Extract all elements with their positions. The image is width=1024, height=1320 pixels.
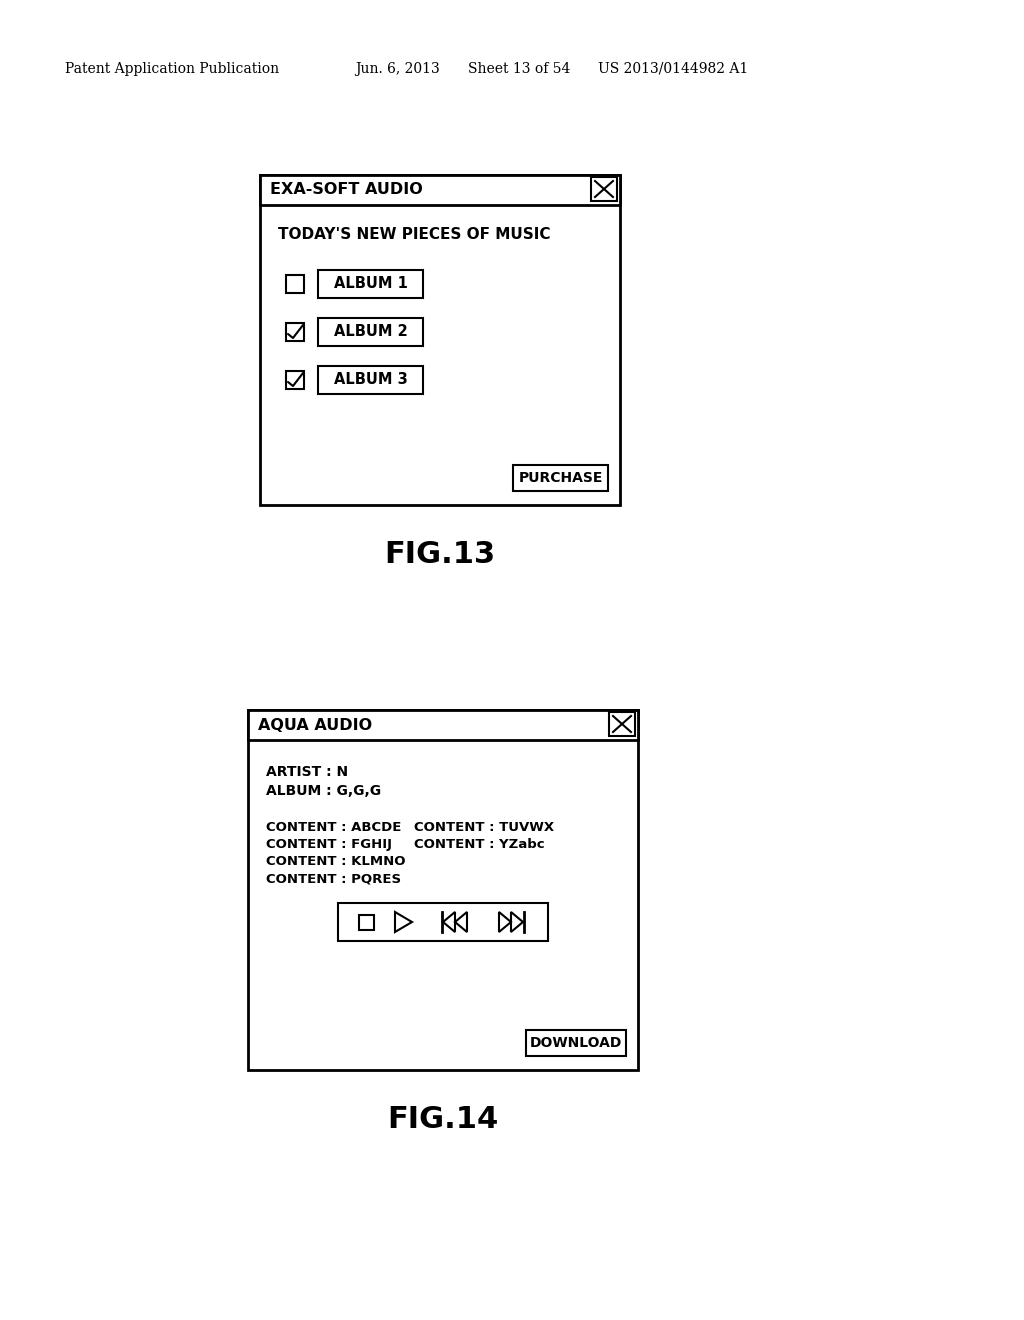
Text: PURCHASE: PURCHASE [518, 471, 603, 484]
Text: ALBUM 3: ALBUM 3 [334, 372, 408, 388]
Text: CONTENT : FGHIJ: CONTENT : FGHIJ [266, 838, 392, 851]
Bar [318, 271, 423, 298]
Text: Sheet 13 of 54: Sheet 13 of 54 [468, 62, 570, 77]
Bar [318, 318, 423, 346]
Text: Patent Application Publication: Patent Application Publication [65, 62, 280, 77]
Bar [513, 465, 608, 491]
Text: ALBUM 1: ALBUM 1 [334, 276, 408, 292]
Text: FIG.14: FIG.14 [387, 1105, 499, 1134]
Text: AQUA AUDIO: AQUA AUDIO [258, 718, 372, 733]
Bar [318, 366, 423, 393]
Bar [248, 710, 638, 741]
Text: CONTENT : KLMNO: CONTENT : KLMNO [266, 855, 406, 869]
Bar [286, 275, 304, 293]
Text: ALBUM : G,G,G: ALBUM : G,G,G [266, 784, 381, 799]
Text: DOWNLOAD: DOWNLOAD [529, 1036, 623, 1049]
Text: CONTENT : PQRES: CONTENT : PQRES [266, 873, 401, 884]
Text: CONTENT : ABCDE: CONTENT : ABCDE [266, 821, 401, 834]
Text: US 2013/0144982 A1: US 2013/0144982 A1 [598, 62, 749, 77]
Bar [260, 176, 620, 205]
Bar [358, 915, 374, 929]
Text: Jun. 6, 2013: Jun. 6, 2013 [355, 62, 439, 77]
Text: FIG.13: FIG.13 [384, 540, 496, 569]
Text: CONTENT : TUVWX: CONTENT : TUVWX [414, 821, 554, 834]
Text: ALBUM 2: ALBUM 2 [334, 325, 408, 339]
Bar [286, 371, 304, 389]
Bar [286, 323, 304, 341]
Text: EXA-SOFT AUDIO: EXA-SOFT AUDIO [270, 182, 423, 198]
Bar [526, 1030, 626, 1056]
Text: ARTIST : N: ARTIST : N [266, 766, 348, 779]
Text: TODAY'S NEW PIECES OF MUSIC: TODAY'S NEW PIECES OF MUSIC [278, 227, 551, 242]
Bar [260, 176, 620, 506]
Bar [248, 710, 638, 1071]
Bar [338, 903, 548, 941]
Bar [591, 177, 617, 201]
Bar [609, 711, 635, 737]
Text: CONTENT : YZabc: CONTENT : YZabc [414, 838, 545, 851]
